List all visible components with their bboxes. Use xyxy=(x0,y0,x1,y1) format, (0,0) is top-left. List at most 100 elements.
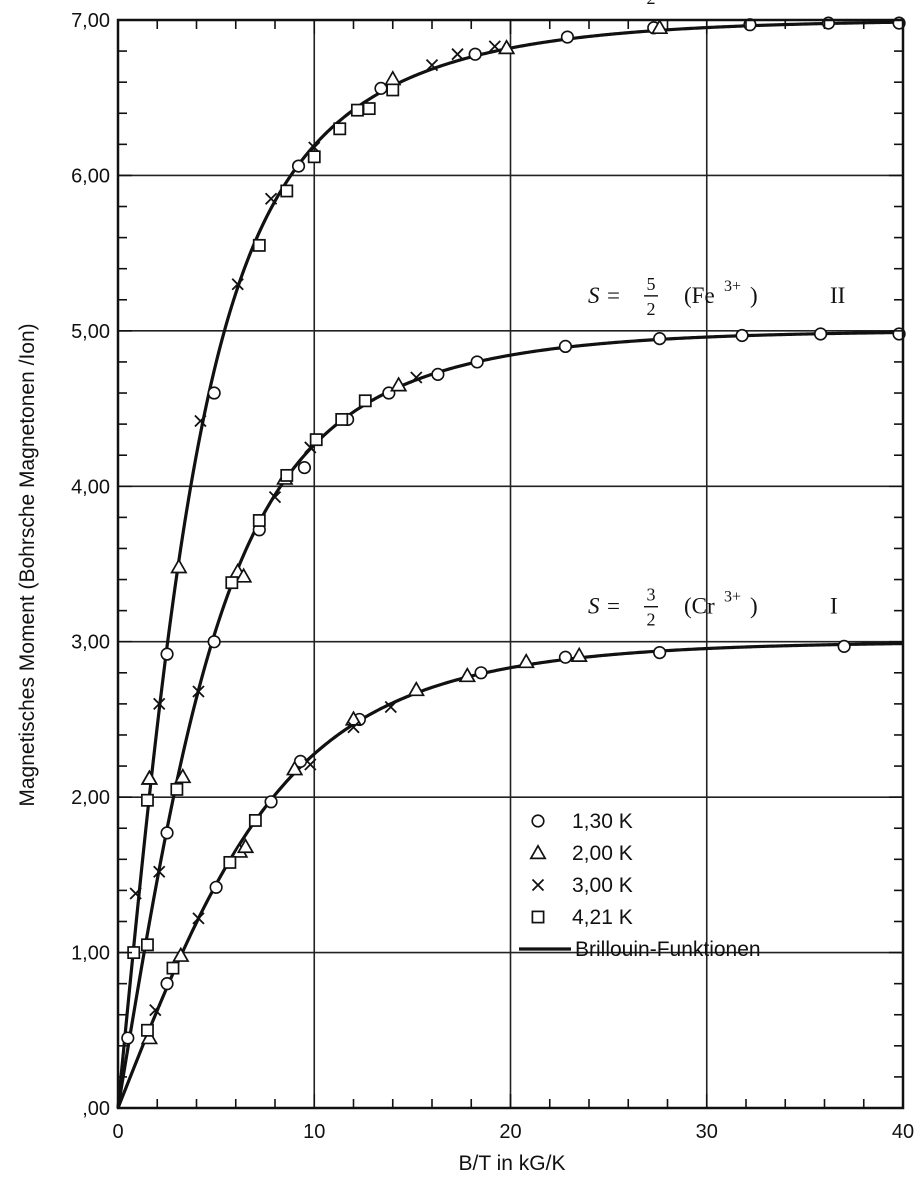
legend-marker-triangle xyxy=(529,844,547,860)
data-point-circle-I xyxy=(264,795,278,809)
y-tick-label: 7,00 xyxy=(71,10,110,32)
data-point-square-I xyxy=(140,1023,154,1037)
spin-symbol: S xyxy=(588,283,600,308)
legend-label: 4,21 K xyxy=(572,906,633,929)
y-tick-label: 2,00 xyxy=(71,787,110,809)
ion-close-paren: ) xyxy=(750,283,758,308)
data-point-circle-I xyxy=(474,666,488,680)
spin-numerator: 5 xyxy=(647,274,656,294)
x-tick-label: 30 xyxy=(696,1121,718,1143)
data-point-cross-III xyxy=(153,697,166,711)
data-point-square-II xyxy=(225,576,239,590)
data-point-triangle-II xyxy=(174,768,192,784)
legend-marker-circle xyxy=(531,814,545,828)
legend-label: Brillouin-Funktionen xyxy=(575,938,761,961)
data-point-cross-II xyxy=(410,371,423,384)
ion-label: (Cr xyxy=(684,594,715,619)
equals-sign: = xyxy=(607,283,620,308)
data-point-cross-I xyxy=(149,1003,162,1017)
legend-item: 1,30 K xyxy=(531,810,633,833)
data-point-square-III xyxy=(333,122,347,136)
data-point-square-II xyxy=(280,468,294,482)
data-points xyxy=(121,16,906,1045)
roman-numeral: II xyxy=(830,283,845,308)
data-point-square-II xyxy=(335,413,349,426)
data-point-triangle-III xyxy=(497,39,516,55)
data-point-square-III xyxy=(307,150,321,164)
data-point-square-III xyxy=(362,102,376,116)
data-point-square-II xyxy=(252,514,266,527)
data-point-triangle-I xyxy=(140,1029,159,1045)
ion-label: (Fe xyxy=(684,283,715,308)
curve-label-II: S = 5 2 (Fe 3+) II xyxy=(588,274,845,319)
x-tick-label: 20 xyxy=(499,1121,521,1143)
data-point-square-II xyxy=(358,394,372,408)
data-point-cross-II xyxy=(268,491,282,504)
data-point-cross-II xyxy=(192,685,205,698)
spin-denominator: 2 xyxy=(647,0,656,8)
data-point-cross-III xyxy=(488,40,501,53)
data-point-cross-II xyxy=(153,865,166,878)
data-point-square-II xyxy=(309,433,323,447)
data-point-circle-II xyxy=(470,355,484,369)
y-tick-label: 4,00 xyxy=(71,476,110,498)
data-point-triangle-I xyxy=(344,710,363,726)
data-point-square-III xyxy=(386,83,400,97)
data-point-cross-III xyxy=(451,48,464,61)
data-point-triangle-III xyxy=(384,70,402,86)
legend-marker-cross xyxy=(531,878,545,892)
data-point-triangle-III xyxy=(140,769,159,785)
data-point-square-III xyxy=(252,238,266,252)
data-point-circle-III xyxy=(207,386,221,400)
data-point-square-I xyxy=(248,814,262,827)
data-point-circle-II xyxy=(558,339,573,354)
data-point-circle-II xyxy=(297,461,312,475)
data-point-triangle-I xyxy=(517,653,535,669)
data-point-circle-III xyxy=(121,1031,135,1045)
data-point-triangle-I xyxy=(407,680,425,697)
data-point-triangle-II xyxy=(389,376,408,392)
y-tick-label: 5,00 xyxy=(71,321,110,343)
spin-denominator: 2 xyxy=(647,299,656,319)
data-point-triangle-I xyxy=(236,837,255,854)
data-point-square-II xyxy=(140,938,154,952)
data-point-square-I xyxy=(166,961,180,975)
data-point-circle-III xyxy=(468,47,482,61)
data-point-triangle-I xyxy=(285,760,304,776)
data-point-circle-III xyxy=(291,159,306,173)
data-point-triangle-I xyxy=(570,646,588,662)
spin-numerator: 3 xyxy=(647,585,656,605)
legend-label: 1,30 K xyxy=(572,810,633,833)
curve-label-III: S=72(Gd3+)III xyxy=(647,0,656,8)
legend-marker-square xyxy=(531,910,545,924)
data-point-square-III xyxy=(350,103,364,117)
curve-label-I: S = 3 2 (Cr 3+) I xyxy=(588,585,838,630)
roman-numeral: I xyxy=(830,594,838,619)
data-point-square-III xyxy=(140,793,154,807)
data-point-circle-II xyxy=(813,327,828,341)
data-point-square-II xyxy=(170,782,184,796)
data-point-cross-III xyxy=(231,278,244,291)
curve-labels: S = 3 2 (Cr 3+) I S = 5 2 (Fe 3+) II S=72(Gd3+)III xyxy=(588,0,845,630)
data-point-circle-I xyxy=(558,650,573,664)
y-tick-label: 3,00 xyxy=(71,632,110,654)
data-point-cross-III xyxy=(425,58,439,72)
axis-ticks: 0 10 20 30 40 ,00 1,00 2,00 3,00 4,00 5,00 6,00 7,00 xyxy=(71,10,914,1143)
data-point-circle-I xyxy=(160,977,174,991)
data-point-triangle-I xyxy=(172,946,190,962)
y-tick-label: 6,00 xyxy=(71,165,110,187)
data-point-circle-III xyxy=(560,30,575,44)
data-point-circle-I xyxy=(209,880,223,894)
data-point-cross-I xyxy=(384,700,397,714)
legend-item: 2,00 K xyxy=(529,842,633,865)
ion-close-paren: ) xyxy=(750,594,758,619)
grid xyxy=(118,20,903,1108)
data-point-square-III xyxy=(280,184,294,198)
y-axis-label: Magnetisches Moment (Bohrsche Magnetonen… xyxy=(16,323,39,806)
brillouin-curve-I xyxy=(116,641,904,1109)
data-point-cross-I xyxy=(347,721,360,734)
data-point-circle-II xyxy=(207,635,221,649)
legend-item: 4,21 K xyxy=(531,906,633,929)
legend-label: 2,00 K xyxy=(572,842,633,865)
